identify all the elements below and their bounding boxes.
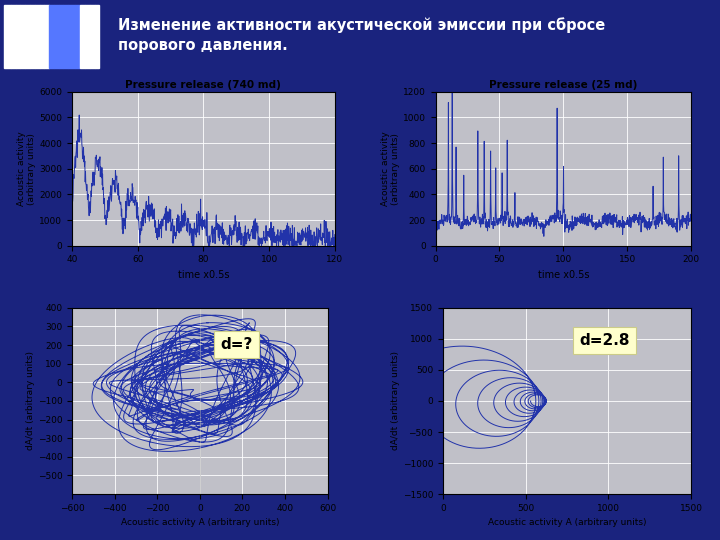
Bar [20, 5, 25, 68]
Y-axis label: dA/dt (arbitrary units): dA/dt (arbitrary units) [26, 352, 35, 450]
Bar [45, 5, 49, 68]
Bar [25, 5, 30, 68]
Bar [30, 5, 35, 68]
Y-axis label: dA/dt (arbitrary units): dA/dt (arbitrary units) [391, 352, 400, 450]
Title: Pressure release (25 md): Pressure release (25 md) [489, 79, 638, 90]
Bar [85, 5, 90, 68]
X-axis label: time x0.5s: time x0.5s [538, 270, 589, 280]
X-axis label: Acoustic activity A (arbitrary units): Acoustic activity A (arbitrary units) [487, 518, 647, 528]
Bar [54, 5, 58, 68]
Bar [40, 5, 45, 68]
Text: d=?: d=? [220, 337, 253, 352]
Bar [11, 5, 16, 68]
Y-axis label: Acoustic activity
(arbitrary units): Acoustic activity (arbitrary units) [381, 131, 400, 206]
Bar [76, 5, 80, 68]
Bar [94, 5, 99, 68]
Text: d=2.8: d=2.8 [580, 333, 630, 348]
Bar [4, 5, 11, 68]
Y-axis label: Acoustic activity
(arbitrary units): Acoustic activity (arbitrary units) [17, 131, 37, 206]
X-axis label: Acoustic activity A (arbitrary units): Acoustic activity A (arbitrary units) [120, 518, 279, 528]
Bar [58, 5, 63, 68]
Text: Изменение активности акустической эмиссии при сбросе
порового давления.: Изменение активности акустической эмисси… [117, 17, 605, 53]
Bar [16, 5, 20, 68]
Bar [80, 5, 85, 68]
Bar [90, 5, 94, 68]
Bar [35, 5, 40, 68]
Title: Pressure release (740 md): Pressure release (740 md) [125, 79, 282, 90]
X-axis label: time x0.5s: time x0.5s [178, 270, 229, 280]
Bar [68, 5, 76, 68]
Bar [49, 5, 54, 68]
Bar [63, 5, 68, 68]
